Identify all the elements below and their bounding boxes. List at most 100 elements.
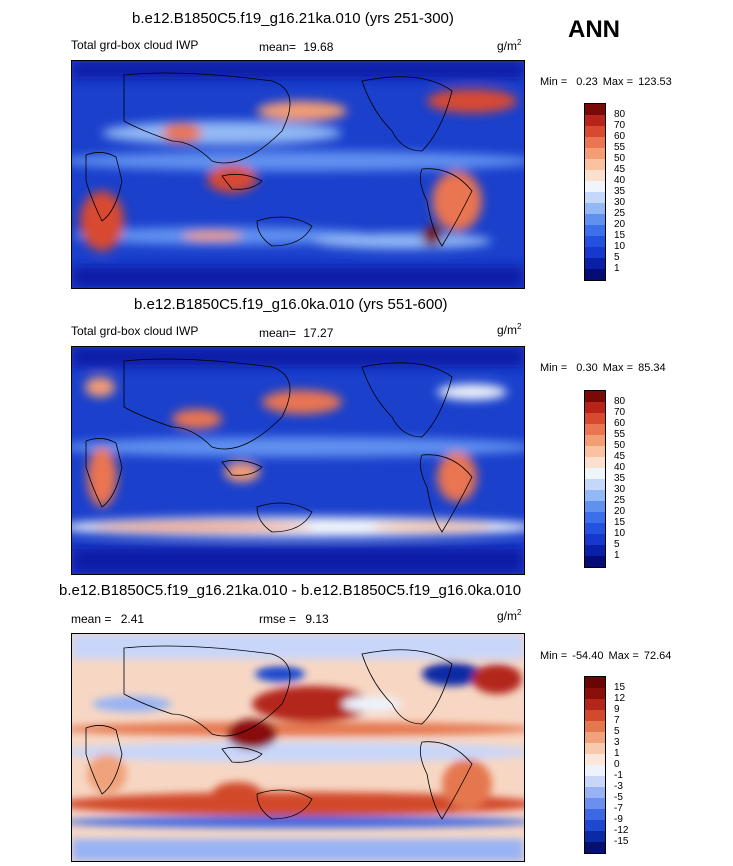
panel3-mean-label: mean = bbox=[71, 612, 112, 626]
panel3-units-exp: 2 bbox=[517, 608, 522, 617]
colorbar-tick-label: 5 bbox=[614, 252, 620, 263]
colorbar-swatch bbox=[585, 214, 605, 225]
panel3-map bbox=[71, 633, 525, 862]
panel2-coastlines bbox=[85, 358, 473, 533]
colorbar-swatch bbox=[585, 435, 605, 446]
colorbar-swatch bbox=[585, 402, 605, 413]
colorbar-tick-label: 1 bbox=[614, 263, 620, 274]
colorbar-tick-label: 70 bbox=[614, 120, 626, 131]
colorbar-tick-label: 5 bbox=[614, 539, 620, 550]
colorbar-tick-label: 35 bbox=[614, 473, 626, 484]
colorbar-tick-label: 70 bbox=[614, 407, 626, 418]
colorbar-swatch bbox=[585, 181, 605, 192]
colorbar-swatch bbox=[585, 798, 605, 809]
panel1-min-value: 0.23 bbox=[576, 76, 598, 88]
colorbar-swatch bbox=[585, 424, 605, 435]
colorbar-swatch bbox=[585, 732, 605, 743]
panel1-max-value: 123.53 bbox=[638, 76, 672, 88]
colorbar-tick-label: 20 bbox=[614, 219, 626, 230]
colorbar-swatch bbox=[585, 842, 605, 853]
colorbar-tick-label: -3 bbox=[614, 781, 623, 792]
panel1-title: b.e12.B1850C5.f19_g16.21ka.010 (yrs 251-… bbox=[132, 10, 454, 27]
colorbar-tick-label: 0 bbox=[614, 759, 620, 770]
colorbar-tick-label: 25 bbox=[614, 208, 626, 219]
colorbar-swatch bbox=[585, 192, 605, 203]
colorbar-swatch bbox=[585, 479, 605, 490]
colorbar-swatch bbox=[585, 269, 605, 280]
colorbar-swatch bbox=[585, 391, 605, 402]
colorbar-tick-label: 60 bbox=[614, 131, 626, 142]
colorbar-swatch bbox=[585, 523, 605, 534]
panel2-max-value: 85.34 bbox=[638, 362, 666, 374]
colorbar-tick-label: 1 bbox=[614, 550, 620, 561]
panel2-mean-label: mean= bbox=[259, 326, 297, 340]
colorbar-swatch bbox=[585, 699, 605, 710]
colorbar-swatch bbox=[585, 809, 605, 820]
colorbar-tick-label: 3 bbox=[614, 737, 620, 748]
panel2-mean: mean= 17.27 bbox=[259, 326, 333, 340]
colorbar-tick-label: 80 bbox=[614, 109, 626, 120]
panel1-units-base: g/m bbox=[497, 39, 518, 53]
colorbar-swatch bbox=[585, 710, 605, 721]
colorbar-tick-label: 15 bbox=[614, 682, 626, 693]
colorbar-swatch bbox=[585, 677, 605, 688]
colorbar-tick-label: 5 bbox=[614, 726, 620, 737]
colorbar-tick-label: 30 bbox=[614, 484, 626, 495]
panel3-rmse-value: 9.13 bbox=[305, 612, 329, 626]
panel1-units: g/m2 bbox=[497, 38, 521, 53]
colorbar-tick-label: 45 bbox=[614, 164, 626, 175]
colorbar-tick-label: 55 bbox=[614, 142, 626, 153]
colorbar-tick-label: -9 bbox=[614, 814, 623, 825]
colorbar-swatch bbox=[585, 258, 605, 269]
colorbar-tick-label: 7 bbox=[614, 715, 620, 726]
panel3-coastlines bbox=[85, 645, 473, 820]
colorbar-swatch bbox=[585, 490, 605, 501]
colorbar-tick-label: 9 bbox=[614, 704, 620, 715]
panel3-min-value: -54.40 bbox=[572, 650, 604, 662]
colorbar-tick-label: 45 bbox=[614, 451, 626, 462]
colorbar-tick-label: 10 bbox=[614, 528, 626, 539]
colorbar-tick-label: -1 bbox=[614, 770, 623, 781]
season-label: ANN bbox=[568, 16, 620, 43]
colorbar-swatch bbox=[585, 743, 605, 754]
panel2-colorbar bbox=[584, 390, 606, 568]
panel2-map bbox=[71, 346, 525, 575]
colorbar-tick-label: 50 bbox=[614, 440, 626, 451]
colorbar-swatch bbox=[585, 501, 605, 512]
panel1-min-label: Min = bbox=[540, 76, 568, 88]
colorbar-tick-label: 20 bbox=[614, 506, 626, 517]
colorbar-swatch bbox=[585, 247, 605, 258]
colorbar-swatch bbox=[585, 170, 605, 181]
colorbar-swatch bbox=[585, 776, 605, 787]
colorbar-tick-label: -7 bbox=[614, 803, 623, 814]
colorbar-tick-label: 55 bbox=[614, 429, 626, 440]
colorbar-swatch bbox=[585, 820, 605, 831]
colorbar-swatch bbox=[585, 765, 605, 776]
panel1-max-label: Max = bbox=[602, 76, 634, 88]
panel1-units-exp: 2 bbox=[517, 38, 522, 47]
colorbar-tick-label: -12 bbox=[614, 825, 629, 836]
panel1-mean: mean= 19.68 bbox=[259, 40, 333, 54]
colorbar-tick-label: 40 bbox=[614, 462, 626, 473]
colorbar-swatch bbox=[585, 688, 605, 699]
panel3-rmse: rmse = 9.13 bbox=[259, 612, 329, 626]
panel2-max-label: Max = bbox=[602, 362, 634, 374]
colorbar-swatch bbox=[585, 104, 605, 115]
colorbar-tick-label: 1 bbox=[614, 748, 620, 759]
colorbar-swatch bbox=[585, 721, 605, 732]
colorbar-tick-label: 60 bbox=[614, 418, 626, 429]
colorbar-swatch bbox=[585, 115, 605, 126]
panel3-units-base: g/m bbox=[497, 609, 518, 623]
panel1-variable-label: Total grd-box cloud IWP bbox=[71, 38, 199, 52]
panel2-title: b.e12.B1850C5.f19_g16.0ka.010 (yrs 551-6… bbox=[134, 296, 448, 313]
colorbar-swatch bbox=[585, 545, 605, 556]
colorbar-swatch bbox=[585, 512, 605, 523]
panel2-min-label: Min = bbox=[540, 362, 568, 374]
panel3-minmax: Min = -54.40 Max = 72.64 bbox=[540, 650, 671, 662]
colorbar-swatch bbox=[585, 457, 605, 468]
panel3-colorbar-swatches bbox=[584, 676, 606, 854]
colorbar-tick-label: 12 bbox=[614, 693, 626, 704]
colorbar-swatch bbox=[585, 225, 605, 236]
panel1-colorbar bbox=[584, 103, 606, 281]
colorbar-tick-label: -5 bbox=[614, 792, 623, 803]
